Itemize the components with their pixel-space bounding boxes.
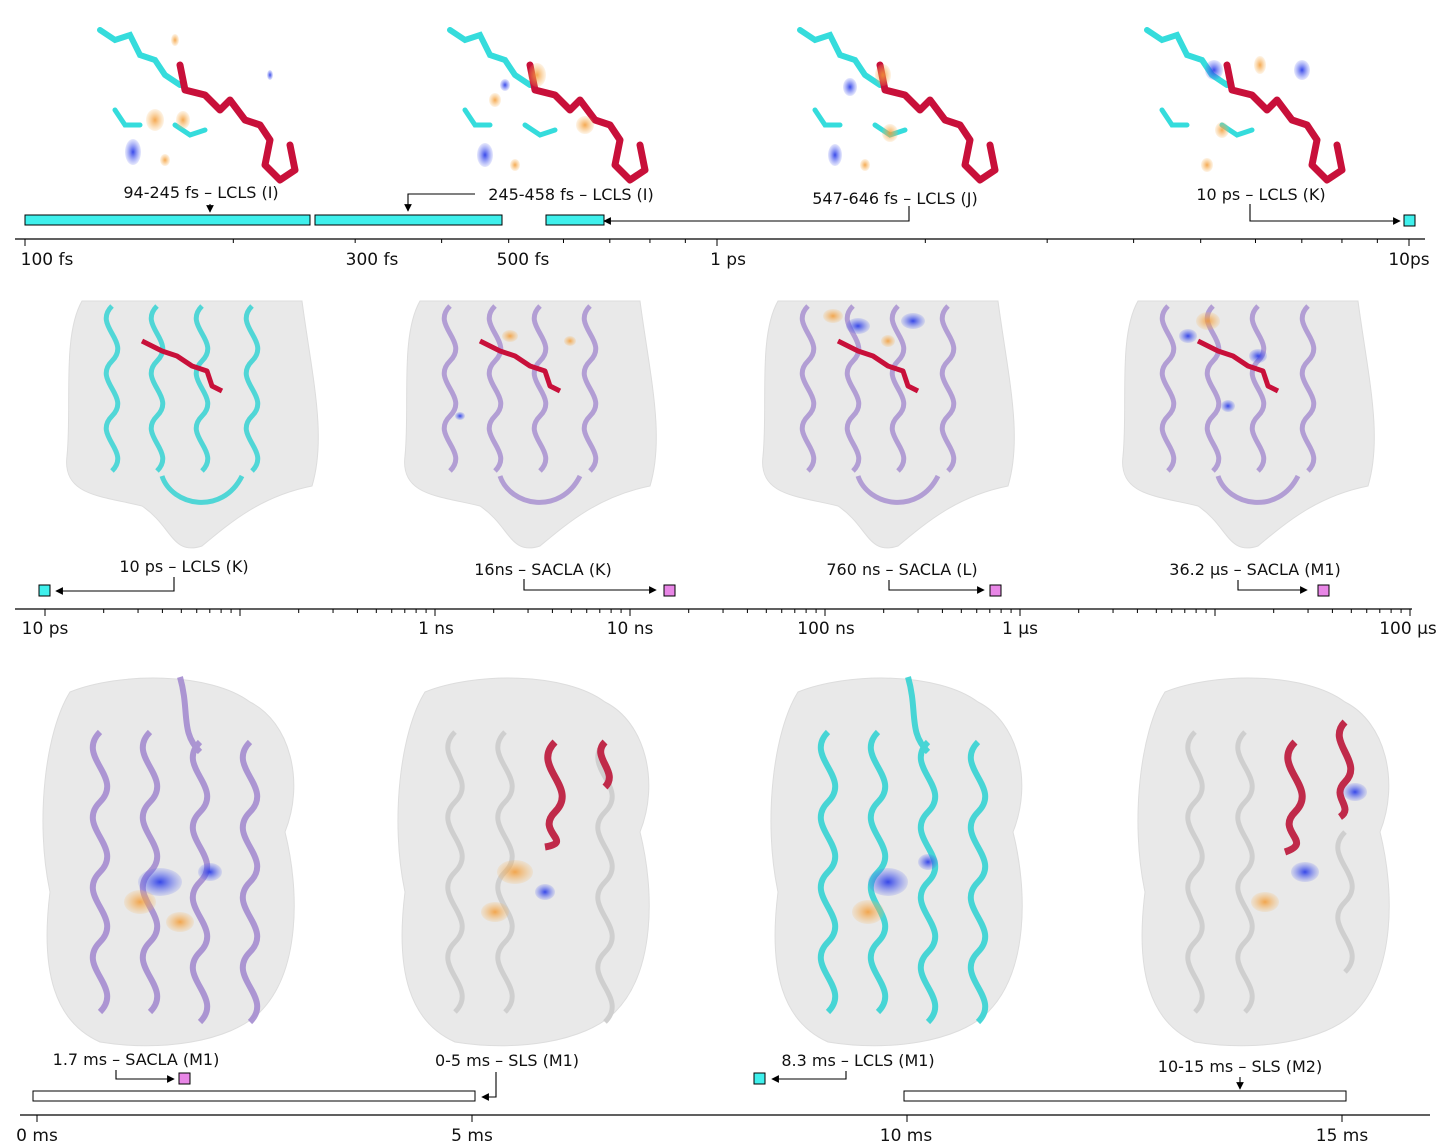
- retinal-chromophore: [176, 61, 299, 184]
- label-10-ps-k: 10 ps – LCLS (K): [119, 557, 248, 576]
- square-marker-icon: [753, 1072, 766, 1085]
- protein-structure-1-7ms: [42, 676, 295, 1047]
- connector-3: [888, 580, 985, 594]
- protein-structure-0-5ms: [397, 677, 650, 1047]
- protein-structure-16ns: [404, 300, 657, 549]
- sls-window-bar: [903, 1090, 1347, 1102]
- lcls-window-bar: [24, 214, 311, 226]
- tick-label-1-ps: 1 ps: [710, 250, 746, 270]
- tick-label-10-ps: 10ps: [1388, 250, 1429, 270]
- label-760-ns-l: 760 ns – SACLA (L): [826, 560, 977, 579]
- panel-milliseconds: 1.7 ms – SACLA (M1) 0-5 ms – SLS (M1) 8.…: [16, 676, 1430, 1146]
- helices: [103, 304, 261, 505]
- connector-3: [603, 206, 910, 225]
- label-245-458-fs: 245-458 fs – LCLS (I): [488, 185, 654, 204]
- tick-label-100-ns: 100 ns: [797, 619, 855, 639]
- connector-2: [481, 1072, 497, 1101]
- label-36-2-us-m1: 36.2 µs – SACLA (M1): [1169, 560, 1340, 579]
- active-site-snapshot-3: [797, 27, 999, 184]
- molecular-surface: [66, 300, 319, 549]
- protein-structure-10ps: [66, 300, 319, 549]
- protein-structure-10-15ms: [1137, 677, 1390, 1047]
- tick-label-100-fs: 100 fs: [21, 250, 74, 270]
- density-negative: [125, 139, 141, 165]
- tick-label-10-ps: 10 ps: [22, 619, 69, 639]
- label-10-15-ms-m2: 10-15 ms – SLS (M2): [1158, 1057, 1322, 1076]
- panel-picoseconds-microseconds: 10 ps – LCLS (K) 16ns – SACLA (K) 760 ns…: [15, 300, 1437, 639]
- label-8-3-ms-m1: 8.3 ms – LCLS (M1): [781, 1051, 934, 1070]
- lcls-window-bar: [545, 214, 605, 226]
- tick-label-10-ns: 10 ns: [607, 619, 654, 639]
- connector-1: [55, 577, 175, 595]
- connector-3: [771, 1071, 847, 1083]
- square-marker-icon: [989, 584, 1002, 597]
- protein-structure-36-2us: [1122, 300, 1375, 549]
- connector-4: [1237, 580, 1308, 594]
- label-0-5-ms-m1: 0-5 ms – SLS (M1): [435, 1051, 579, 1070]
- panel-femtoseconds: 94-245 fs – LCLS (I) 245-458 fs – LCLS (…: [15, 27, 1430, 270]
- tick-label-1-ns: 1 ns: [418, 619, 454, 639]
- moved-helix: [544, 739, 566, 851]
- active-site-snapshot-2: [447, 27, 649, 184]
- active-site-snapshot-1: [97, 27, 299, 184]
- label-94-245-fs: 94-245 fs – LCLS (I): [123, 183, 278, 202]
- molecular-surface: [42, 677, 295, 1047]
- square-marker-icon: [38, 584, 51, 597]
- label-1-7-ms-m1: 1.7 ms – SACLA (M1): [53, 1050, 220, 1069]
- retinal-chromophore: [140, 338, 224, 394]
- protein-structure-8-3ms: [770, 676, 1023, 1047]
- square-marker-icon: [178, 1072, 191, 1085]
- label-16ns-k: 16ns – SACLA (K): [474, 560, 612, 579]
- tick-label-1-us: 1 µs: [1002, 619, 1038, 639]
- sls-window-bar: [32, 1090, 476, 1102]
- label-547-646-fs: 547-646 fs – LCLS (J): [812, 189, 978, 208]
- square-marker-icon: [1317, 584, 1330, 597]
- tick-label-5-ms: 5 ms: [451, 1126, 493, 1146]
- tick-label-300-fs: 300 fs: [346, 250, 399, 270]
- tick-label-100-us: 100 µs: [1379, 619, 1437, 639]
- connector-2: [523, 579, 657, 594]
- tick-label-500-fs: 500 fs: [497, 250, 550, 270]
- square-marker-icon: [1403, 214, 1416, 227]
- active-site-snapshot-4: [1144, 27, 1346, 184]
- square-marker-icon: [663, 584, 676, 597]
- residue-sticks: [97, 27, 183, 88]
- protein-structure-760ns: [762, 300, 1015, 549]
- tick-label-15-ms: 15 ms: [1316, 1126, 1369, 1146]
- connector-2: [404, 193, 475, 212]
- tick-label-0-ms: 0 ms: [16, 1126, 58, 1146]
- label-10-ps-k: 10 ps – LCLS (K): [1196, 185, 1325, 204]
- connector-1: [115, 1070, 175, 1083]
- lcls-window-bar: [314, 214, 503, 226]
- tick-label-10-ms: 10 ms: [880, 1126, 933, 1146]
- connector-4: [1249, 204, 1401, 225]
- density-positive: [146, 109, 164, 131]
